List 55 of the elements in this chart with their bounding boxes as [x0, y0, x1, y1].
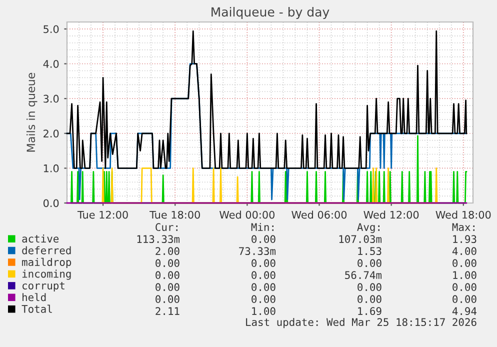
text: 0.00: [156, 259, 180, 268]
text: 1.93: [453, 235, 476, 244]
text: 2.00: [156, 247, 180, 256]
text: 0.00: [358, 283, 382, 292]
y-tick-label: 5.0: [44, 25, 59, 34]
y-tick-label: 1.0: [44, 164, 59, 172]
y-tick-label: 0.0: [43, 199, 59, 208]
legend-label: corrupt: [22, 282, 64, 292]
legend-label: deferred: [22, 246, 71, 254]
x-tick-label: Wed 12:00: [364, 210, 419, 219]
x-tick-label: Tue 18:00: [150, 210, 200, 219]
x-tick-label: Tue 12:00: [77, 210, 128, 219]
legend-label: Total: [22, 304, 52, 313]
text: 0.00: [358, 295, 382, 304]
legend-label: held: [22, 293, 46, 302]
text: 0.00: [252, 283, 276, 292]
text: 0.00: [156, 295, 180, 304]
text: 56.74m: [345, 271, 382, 280]
text: 0.00: [252, 271, 276, 280]
legend-label: incoming: [22, 270, 71, 280]
text: 1.00: [252, 307, 276, 316]
line-series: [66, 30, 468, 169]
y-tick-label: 2.0: [44, 130, 59, 138]
text: Max:: [452, 223, 474, 232]
text: 0.00: [452, 283, 476, 292]
y-tick-label: 3.0: [44, 94, 59, 103]
x-tick-label: Wed 06:00: [292, 210, 347, 219]
text: 1.53: [358, 247, 382, 256]
text: 1.69: [358, 307, 382, 316]
text: Min:: [251, 222, 274, 231]
text: 0.00: [452, 295, 476, 304]
text: 4.94: [452, 307, 477, 316]
legend-label: maildrop: [22, 258, 72, 268]
legend-label: active: [22, 234, 59, 243]
chart-title: Mailqueue - by day: [212, 6, 330, 20]
text: 0.00: [358, 259, 382, 268]
text: 4.00: [452, 247, 476, 256]
y-axis-title: Mails in queue: [26, 72, 38, 152]
text: Avg:: [357, 223, 380, 234]
y-tick-label: 4.0: [43, 60, 59, 68]
text: 0.00: [252, 295, 276, 304]
text: 107.03m: [339, 235, 382, 244]
text: 113.33m: [137, 235, 180, 244]
text: Last update: Wed Mar 25 18:15:17 2026: [246, 318, 476, 328]
x-tick-label: Wed 00:00: [220, 210, 275, 219]
text: 0.00: [156, 271, 180, 280]
text: 2.11: [156, 307, 180, 315]
x-tick-label: Wed 18:00: [436, 210, 491, 219]
text: 0.00: [156, 283, 180, 292]
text: Cur:: [156, 223, 178, 232]
text: 73.33m: [239, 247, 276, 256]
text: 0.00: [252, 259, 276, 268]
text: 0.00: [252, 235, 276, 244]
text: 0.00: [452, 259, 476, 268]
text: 1.00: [453, 271, 476, 280]
